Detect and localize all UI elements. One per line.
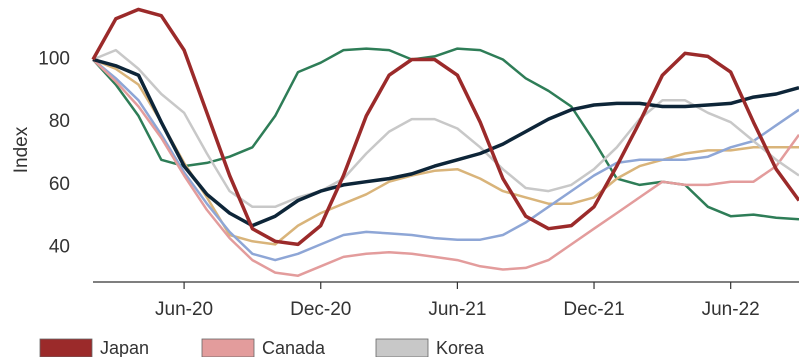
legend-label: Korea — [436, 338, 485, 357]
x-tick-label: Dec-20 — [290, 299, 351, 320]
x-tick-label: Jun-20 — [155, 299, 213, 320]
series-line — [92, 58, 799, 246]
series-line — [92, 58, 799, 262]
legend-label: Japan — [100, 338, 149, 357]
y-tick-label: 60 — [49, 174, 70, 195]
y-tick-label: 100 — [38, 49, 70, 70]
x-tick-label: Dec-21 — [563, 299, 624, 320]
y-axis-label: Index — [11, 126, 32, 173]
series-line — [91, 7, 799, 247]
y-tick-label: 80 — [49, 111, 70, 132]
legend-swatch — [201, 338, 255, 357]
y-tick-label: 40 — [49, 237, 70, 258]
legend-swatch — [39, 338, 93, 357]
legend-label: Canada — [262, 338, 326, 357]
series-line — [92, 57, 799, 228]
series-line — [92, 58, 799, 277]
x-tick-label: Jun-22 — [702, 299, 760, 320]
x-tick-label: Jun-21 — [428, 299, 486, 320]
legend-swatch — [375, 338, 429, 357]
series-line — [92, 48, 799, 209]
